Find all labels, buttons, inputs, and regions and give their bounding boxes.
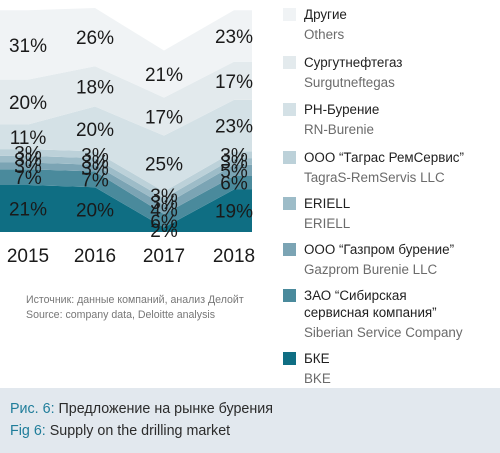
x-tick-label: 2018: [213, 246, 255, 267]
x-tick-label: 2016: [74, 246, 116, 267]
legend-label-ru: Другие: [304, 7, 347, 22]
data-label: 20%: [9, 93, 47, 114]
legend-label-ru-line2: сервисная компания”: [304, 305, 437, 320]
caption-en: Fig 6: Supply on the drilling market: [10, 422, 230, 440]
caption-ru-prefix: Рис. 6:: [10, 401, 55, 417]
data-label: 31%: [9, 36, 47, 57]
data-label: 3%: [14, 157, 42, 178]
data-label: 25%: [145, 155, 183, 176]
data-label: 3%: [150, 186, 178, 207]
legend-swatch-surgutneftegas: [283, 56, 296, 69]
data-label: 17%: [215, 72, 253, 93]
legend-label-ru: РН-Бурение: [304, 102, 380, 117]
data-label: 6%: [220, 174, 248, 195]
data-label: 3%: [220, 152, 248, 173]
area-series-5: [0, 99, 252, 192]
legend-swatch-bke: [283, 352, 296, 365]
data-label: 3%: [14, 143, 42, 164]
legend-label-en: BKE: [304, 371, 331, 386]
x-tick-label: 2015: [7, 246, 49, 267]
legend-swatch-tagras: [283, 151, 296, 164]
area-series-7: [0, 8, 252, 98]
caption-en-text: Supply on the drilling market: [45, 423, 231, 439]
data-label: 21%: [9, 199, 47, 220]
source-note: Источник: данные компаний, анализ Делойт…: [26, 293, 256, 323]
data-label: 17%: [145, 108, 183, 129]
legend-label-ru: ЗАО “Сибирская: [304, 288, 407, 303]
area-series-0: [0, 184, 252, 232]
legend-swatch-others: [283, 8, 296, 21]
data-label: 6%: [150, 212, 178, 233]
data-label: 3%: [81, 146, 109, 167]
legend-label-ru: ООО “Таграс РемСервис”: [304, 150, 464, 165]
data-label: 4%: [150, 201, 178, 222]
data-label: 3%: [81, 152, 109, 173]
legend-label-en: RN-Burenie: [304, 122, 374, 137]
data-label: 11%: [10, 128, 47, 149]
data-label: 18%: [76, 77, 114, 98]
source-note-ru: Источник: данные компаний, анализ Делойт: [26, 294, 244, 306]
data-label: 3%: [81, 159, 109, 180]
data-label: 7%: [81, 170, 109, 191]
legend-label-en: Gazprom Burenie LLC: [304, 262, 438, 277]
data-label: 23%: [215, 27, 253, 48]
data-label: 3%: [14, 150, 42, 171]
area-series-4: [0, 149, 252, 199]
source-note-en: Source: company data, Deloitte analysis: [26, 308, 216, 321]
data-label: 19%: [215, 202, 253, 223]
area-series-1: [0, 169, 252, 228]
data-label: 3%: [150, 193, 178, 214]
area-series-3: [0, 155, 252, 206]
data-label: 3%: [220, 146, 248, 167]
legend-swatch-siberian-service: [283, 289, 296, 302]
data-label: 5%: [220, 161, 248, 182]
legend-swatch-rn-burenie: [283, 103, 296, 116]
data-label: 20%: [76, 201, 114, 222]
data-label: 2%: [150, 221, 178, 242]
figure-caption: Рис. 6: Предложение на рынке бурения Fig…: [0, 388, 500, 453]
area-series-6: [0, 61, 252, 136]
legend-label-en: ERIELL: [304, 216, 351, 231]
legend-label-ru: БКЕ: [304, 351, 330, 366]
legend-label-ru: Сургутнефтегаз: [304, 55, 403, 70]
data-label: 20%: [76, 120, 114, 141]
legend-swatch-gazprom-burenie: [283, 243, 296, 256]
legend-label-ru: ООО “Газпром бурение”: [304, 242, 455, 257]
caption-en-prefix: Fig 6:: [10, 423, 46, 439]
legend-label-en: Surgutneftegas: [304, 75, 395, 90]
legend-label-ru: ERIELL: [304, 196, 351, 211]
data-label: 23%: [215, 117, 253, 138]
data-label: 21%: [145, 65, 183, 86]
data-label: 26%: [76, 28, 114, 49]
area-series-2: [0, 162, 252, 215]
caption-ru-text: Предложение на рынке бурения: [54, 401, 274, 417]
legend-label-en: Siberian Service Company: [304, 325, 463, 340]
legend-label-en: Others: [304, 27, 345, 42]
legend-label-en: TagraS-RemServis LLC: [304, 170, 445, 185]
x-tick-label: 2017: [143, 246, 185, 267]
caption-ru: Рис. 6: Предложение на рынке бурения: [10, 400, 273, 418]
legend-swatch-eriell: [283, 197, 296, 210]
data-label: 7%: [14, 168, 42, 189]
